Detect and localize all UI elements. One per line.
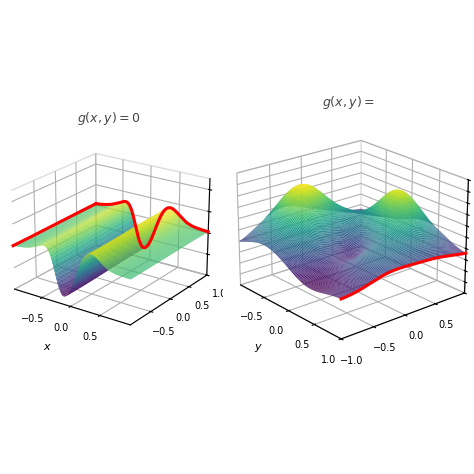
Title: $g(x, y) =$: $g(x, y) =$ xyxy=(322,94,374,111)
X-axis label: $y$: $y$ xyxy=(254,342,263,354)
Title: $g(x, y) = 0$: $g(x, y) = 0$ xyxy=(77,110,141,128)
X-axis label: $x$: $x$ xyxy=(43,342,52,352)
